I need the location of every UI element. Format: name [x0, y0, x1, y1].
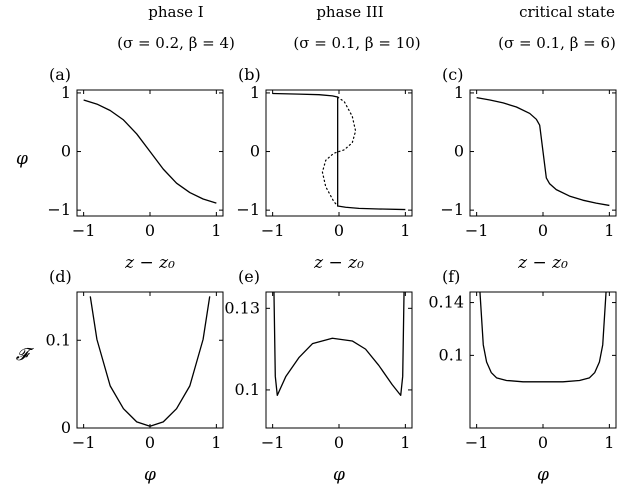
panel-c-xtick-label: 0 — [538, 221, 548, 240]
panel-f-frame — [469, 291, 617, 429]
column-title-2: phase III (σ = 0.1, β = 10) — [293, 3, 420, 52]
panel-e-xlabel: φ — [333, 465, 345, 485]
column-title-3-line1: critical state — [519, 3, 615, 21]
panel-d-xtick-label: 0 — [145, 433, 155, 452]
panel-e-frame — [265, 291, 413, 429]
panel-b-xtick-label: 0 — [334, 221, 344, 240]
panel-e-letter: (e) — [238, 267, 260, 286]
panel-d-frame — [76, 291, 224, 429]
panel-e-xtick-label: −1 — [261, 433, 285, 452]
panel-a-ytick-label: −1 — [47, 200, 71, 219]
panel-f-xlabel: φ — [537, 465, 549, 485]
panel-e-xtick-label: 1 — [400, 433, 410, 452]
panel-d-ytick-label: 0 — [61, 418, 71, 437]
panel-f-letter: (f) — [442, 267, 460, 286]
panel-e-ytick-label: 0.1 — [235, 380, 260, 399]
column-title-3: critical state (σ = 0.1, β = 6) — [498, 3, 616, 52]
panel-e-series-solid-curve — [273, 292, 405, 397]
panel-c-xtick-label: −1 — [465, 221, 489, 240]
panel-b-series-dotted-curve — [321, 96, 357, 207]
panel-d-xlabel: φ — [144, 465, 156, 485]
panel-b-ytick-label: 1 — [250, 83, 260, 102]
panel-c-ytick-label: −1 — [440, 200, 464, 219]
panel-f-xtick-label: 0 — [538, 433, 548, 452]
panel-a-frame — [76, 89, 224, 217]
panel-b-xtick-label: −1 — [261, 221, 285, 240]
panel-e-xtick-label: 0 — [334, 433, 344, 452]
panel-a-xtick-label: 1 — [211, 221, 221, 240]
column-title-1-line2: (σ = 0.2, β = 4) — [117, 34, 235, 52]
panel-f-ytick-label: 0.14 — [428, 293, 464, 312]
panel-a-xtick-label: 0 — [145, 221, 155, 240]
panel-c-xlabel: z − z₀ — [517, 253, 568, 273]
panel-a-ytick-label: 1 — [61, 83, 71, 102]
column-title-2-line1: phase III — [316, 3, 383, 21]
panel-d-xtick-label: 1 — [211, 433, 221, 452]
panel-a-xtick-label: −1 — [72, 221, 96, 240]
column-title-1-line1: phase I — [148, 3, 204, 21]
panel-b-series-solid-curve — [272, 92, 406, 211]
panel-d-series-solid-curve — [89, 296, 211, 427]
panel-d: (d)−1 0 100.1φ — [46, 267, 224, 485]
panel-b-ytick-label: −1 — [236, 200, 260, 219]
panel-a-ytick-label: 0 — [61, 142, 71, 161]
panel-c: (c) −1 0 1 −1 0 1 z − z₀ — [440, 65, 617, 273]
panel-b: (b) −1 0 1 −1 0 1 z − z₀ — [236, 65, 413, 273]
row-label-free-energy: 𝓕 — [16, 345, 35, 365]
panel-a-xlabel: z − z₀ — [124, 253, 175, 273]
panel-a: (a) −1 0 1 −1 0 1 z − z₀ — [47, 65, 224, 273]
panel-d-letter: (d) — [49, 267, 72, 286]
panel-c-ytick-label: 0 — [454, 142, 464, 161]
panel-b-xlabel: z − z₀ — [313, 253, 364, 273]
panel-c-letter: (c) — [442, 65, 463, 84]
panel-f-xtick-label: −1 — [465, 433, 489, 452]
panel-b-letter: (b) — [238, 65, 261, 84]
panel-b-ytick-label: 0 — [250, 142, 260, 161]
row-label-phi: φ — [16, 149, 28, 169]
panel-a-series-solid-curve — [83, 99, 217, 204]
panel-f-series-solid-curve — [479, 292, 607, 383]
panel-c-ytick-label: 1 — [454, 83, 464, 102]
panel-e: (e) −1 0 1 0.1 0.13 φ — [224, 267, 413, 485]
panel-f-ytick-label: 0.1 — [439, 345, 464, 364]
column-title-1: phase I (σ = 0.2, β = 4) — [117, 3, 235, 52]
panel-b-xtick-label: 1 — [400, 221, 410, 240]
panel-d-xtick-label: −1 — [72, 433, 96, 452]
panel-c-xtick-label: 1 — [604, 221, 614, 240]
panel-f: (f) −1 0 1 0.1 0.14 φ — [428, 267, 617, 485]
panel-c-series-solid-curve — [476, 96, 610, 207]
panel-b-frame — [265, 89, 413, 217]
column-title-2-line2: (σ = 0.1, β = 10) — [293, 34, 420, 52]
panel-a-letter: (a) — [49, 65, 71, 84]
column-title-3-line2: (σ = 0.1, β = 6) — [498, 34, 616, 52]
panel-f-xtick-label: 1 — [604, 433, 614, 452]
panel-e-ytick-label: 0.13 — [224, 298, 260, 317]
panel-d-ytick-label: 0.1 — [46, 330, 71, 349]
